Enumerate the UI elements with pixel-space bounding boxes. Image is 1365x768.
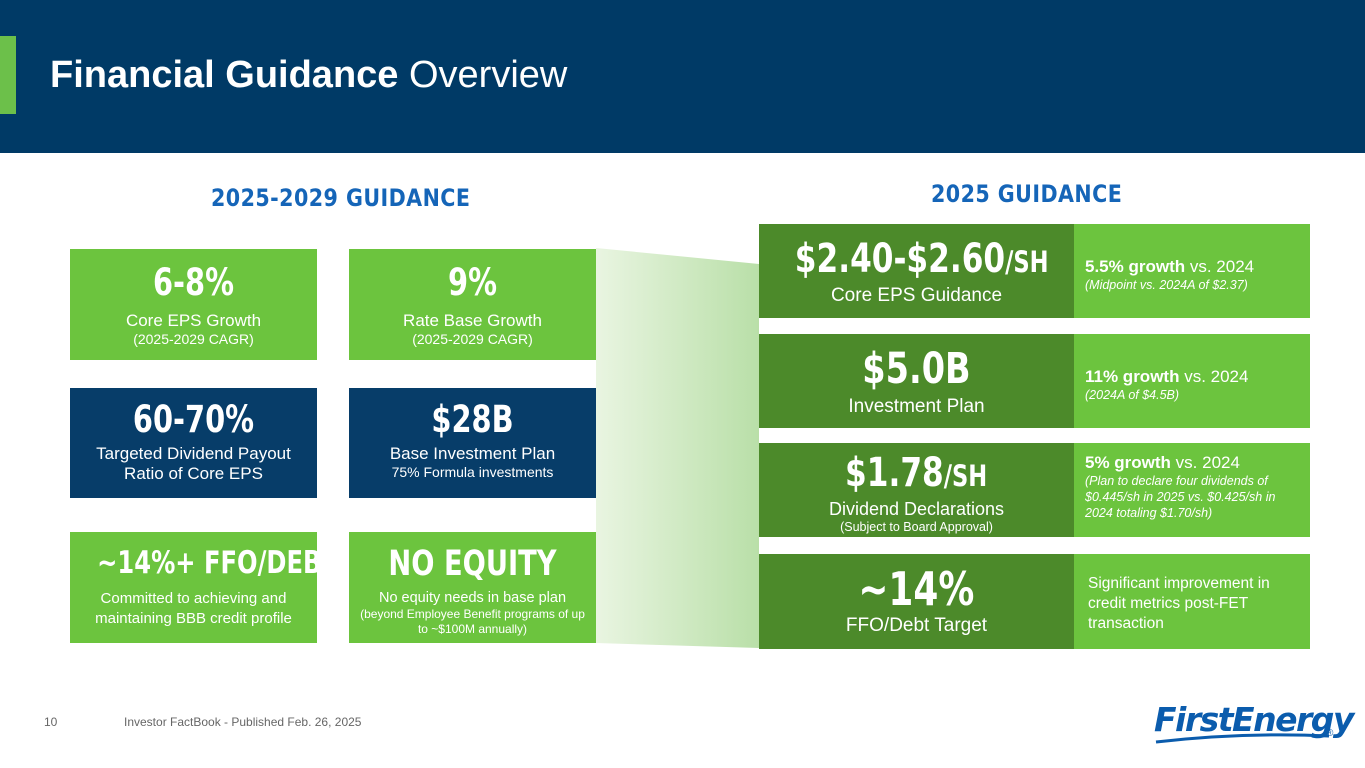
row-note: (Midpoint vs. 2024A of $2.37): [1085, 278, 1248, 292]
page-title-bold: Financial Guidance: [50, 54, 399, 96]
card-big-value: $28B: [431, 398, 514, 441]
card-ffo-debt: ~14%+ FFO/DEBT Committed to achieving an…: [70, 532, 338, 643]
card-big-value: 60-70%: [132, 398, 255, 441]
row-big-wrap: $1.78/SH: [759, 450, 1074, 499]
row-big-unit: /SH: [944, 459, 988, 493]
card-no-equity: NO EQUITY No equity needs in base plan (…: [349, 532, 596, 643]
card-big-value: 9%: [447, 261, 497, 304]
header-accent-bar: [0, 36, 16, 114]
row-text: Significant improvement in credit metric…: [1088, 575, 1270, 632]
row-big-number: $2.40-$2.60: [794, 236, 1006, 282]
row-core-eps-growth: 5.5% growth vs. 2024 (Midpoint vs. 2024A…: [1074, 224, 1310, 318]
row-ffo-value: ~14% FFO/Debt Target: [759, 554, 1074, 649]
row-investment-growth: 11% growth vs. 2024 (2024A of $4.5B): [1074, 334, 1310, 428]
card-core-eps-growth: 6-8% Core EPS Growth (2025-2029 CAGR): [70, 249, 317, 360]
row-label: Core EPS Guidance: [830, 285, 1003, 306]
card-line1: No equity needs in base plan: [378, 590, 567, 606]
row-dividend-growth: 5% growth vs. 2024 (Plan to declare four…: [1074, 443, 1310, 537]
row-growth-rest: vs. 2024: [1170, 453, 1240, 472]
card-line3: to ~$100M annually): [417, 622, 528, 636]
row-dividend-value: $1.78/SH Dividend Declarations (Subject …: [759, 443, 1074, 537]
card-line2: (beyond Employee Benefit programs of up: [360, 607, 585, 621]
section-title-2025: 2025 GUIDANCE: [931, 180, 1123, 208]
card-line2: maintaining BBB credit profile: [95, 610, 292, 627]
page-title-rest: Overview: [398, 54, 568, 96]
card-line1: Base Investment Plan: [389, 444, 556, 463]
card-big-value: 6-8%: [152, 261, 235, 304]
card-big-value: NO EQUITY: [388, 544, 557, 584]
row-growth: 5% growth vs. 2024: [1085, 452, 1302, 473]
row-big-value: $1.78/SH: [845, 450, 987, 499]
logo-registered-mark: ®: [1326, 728, 1334, 739]
row-big-number: ~14%: [858, 562, 975, 616]
row-label: Dividend Declarations: [828, 499, 1005, 519]
row-big-wrap: $2.40-$2.60/SH: [759, 236, 1074, 285]
section-title-2025-2029: 2025-2029 GUIDANCE: [211, 184, 471, 212]
card-line1: Rate Base Growth: [403, 311, 542, 330]
row-label: Investment Plan: [848, 396, 985, 417]
row-growth: 11% growth vs. 2024: [1085, 366, 1310, 387]
logo-wordmark: FirstEnergy: [1154, 700, 1354, 739]
card-line2: (2025-2029 CAGR): [133, 331, 254, 347]
row-growth-rest: vs. 2024: [1185, 257, 1255, 276]
footer-source: Investor FactBook - Published Feb. 26, 2…: [124, 715, 362, 729]
card-dividend-payout: 60-70% Targeted Dividend Payout Ratio of…: [70, 388, 317, 498]
page-number: 10: [44, 715, 58, 729]
row-growth-rest: vs. 2024: [1179, 367, 1249, 386]
row-growth: 5.5% growth vs. 2024: [1085, 256, 1310, 277]
row-core-eps-value: $2.40-$2.60/SH Core EPS Guidance: [759, 224, 1074, 318]
row-big-unit: /SH: [1005, 245, 1049, 279]
row-big-number: $1.78: [845, 450, 945, 496]
firstenergy-logo: FirstEnergy ®: [1154, 700, 1354, 752]
logo-swoosh-icon: [1155, 733, 1330, 744]
row-investment-value: $5.0B Investment Plan: [759, 334, 1074, 428]
row-note: (2024A of $4.5B): [1085, 388, 1180, 402]
row-growth-bold: 5% growth: [1085, 453, 1171, 472]
row-growth-bold: 11% growth: [1085, 367, 1180, 386]
row-big-wrap: $5.0B: [759, 344, 1074, 394]
row-big-value: $2.40-$2.60/SH: [795, 236, 1049, 285]
row-sublabel: (Subject to Board Approval): [840, 520, 993, 534]
row-note: (Plan to declare four dividends of $0.44…: [1085, 474, 1276, 520]
header-band: Financial Guidance Overview: [0, 0, 1365, 153]
card-line1: Targeted Dividend Payout: [96, 444, 291, 463]
card-big-value: ~14%+ FFO/DEBT: [97, 545, 338, 581]
card-rate-base-growth: 9% Rate Base Growth (2025-2029 CAGR): [349, 249, 596, 360]
funnel-shape: [596, 248, 759, 648]
row-big-wrap: ~14%: [759, 563, 1074, 615]
card-line2: 75% Formula investments: [391, 464, 554, 480]
card-line2: (2025-2029 CAGR): [412, 331, 533, 347]
row-ffo-description: Significant improvement in credit metric…: [1074, 554, 1310, 649]
row-growth-bold: 5.5% growth: [1085, 257, 1186, 276]
card-line1: Committed to achieving and: [100, 590, 287, 607]
card-line2: Ratio of Core EPS: [124, 464, 263, 483]
card-base-investment: $28B Base Investment Plan 75% Formula in…: [349, 388, 596, 498]
row-label: FFO/Debt Target: [845, 615, 988, 636]
card-line1: Core EPS Growth: [125, 311, 262, 330]
page-title: Financial Guidance Overview: [50, 52, 567, 98]
row-big-number: $5.0B: [862, 344, 971, 394]
